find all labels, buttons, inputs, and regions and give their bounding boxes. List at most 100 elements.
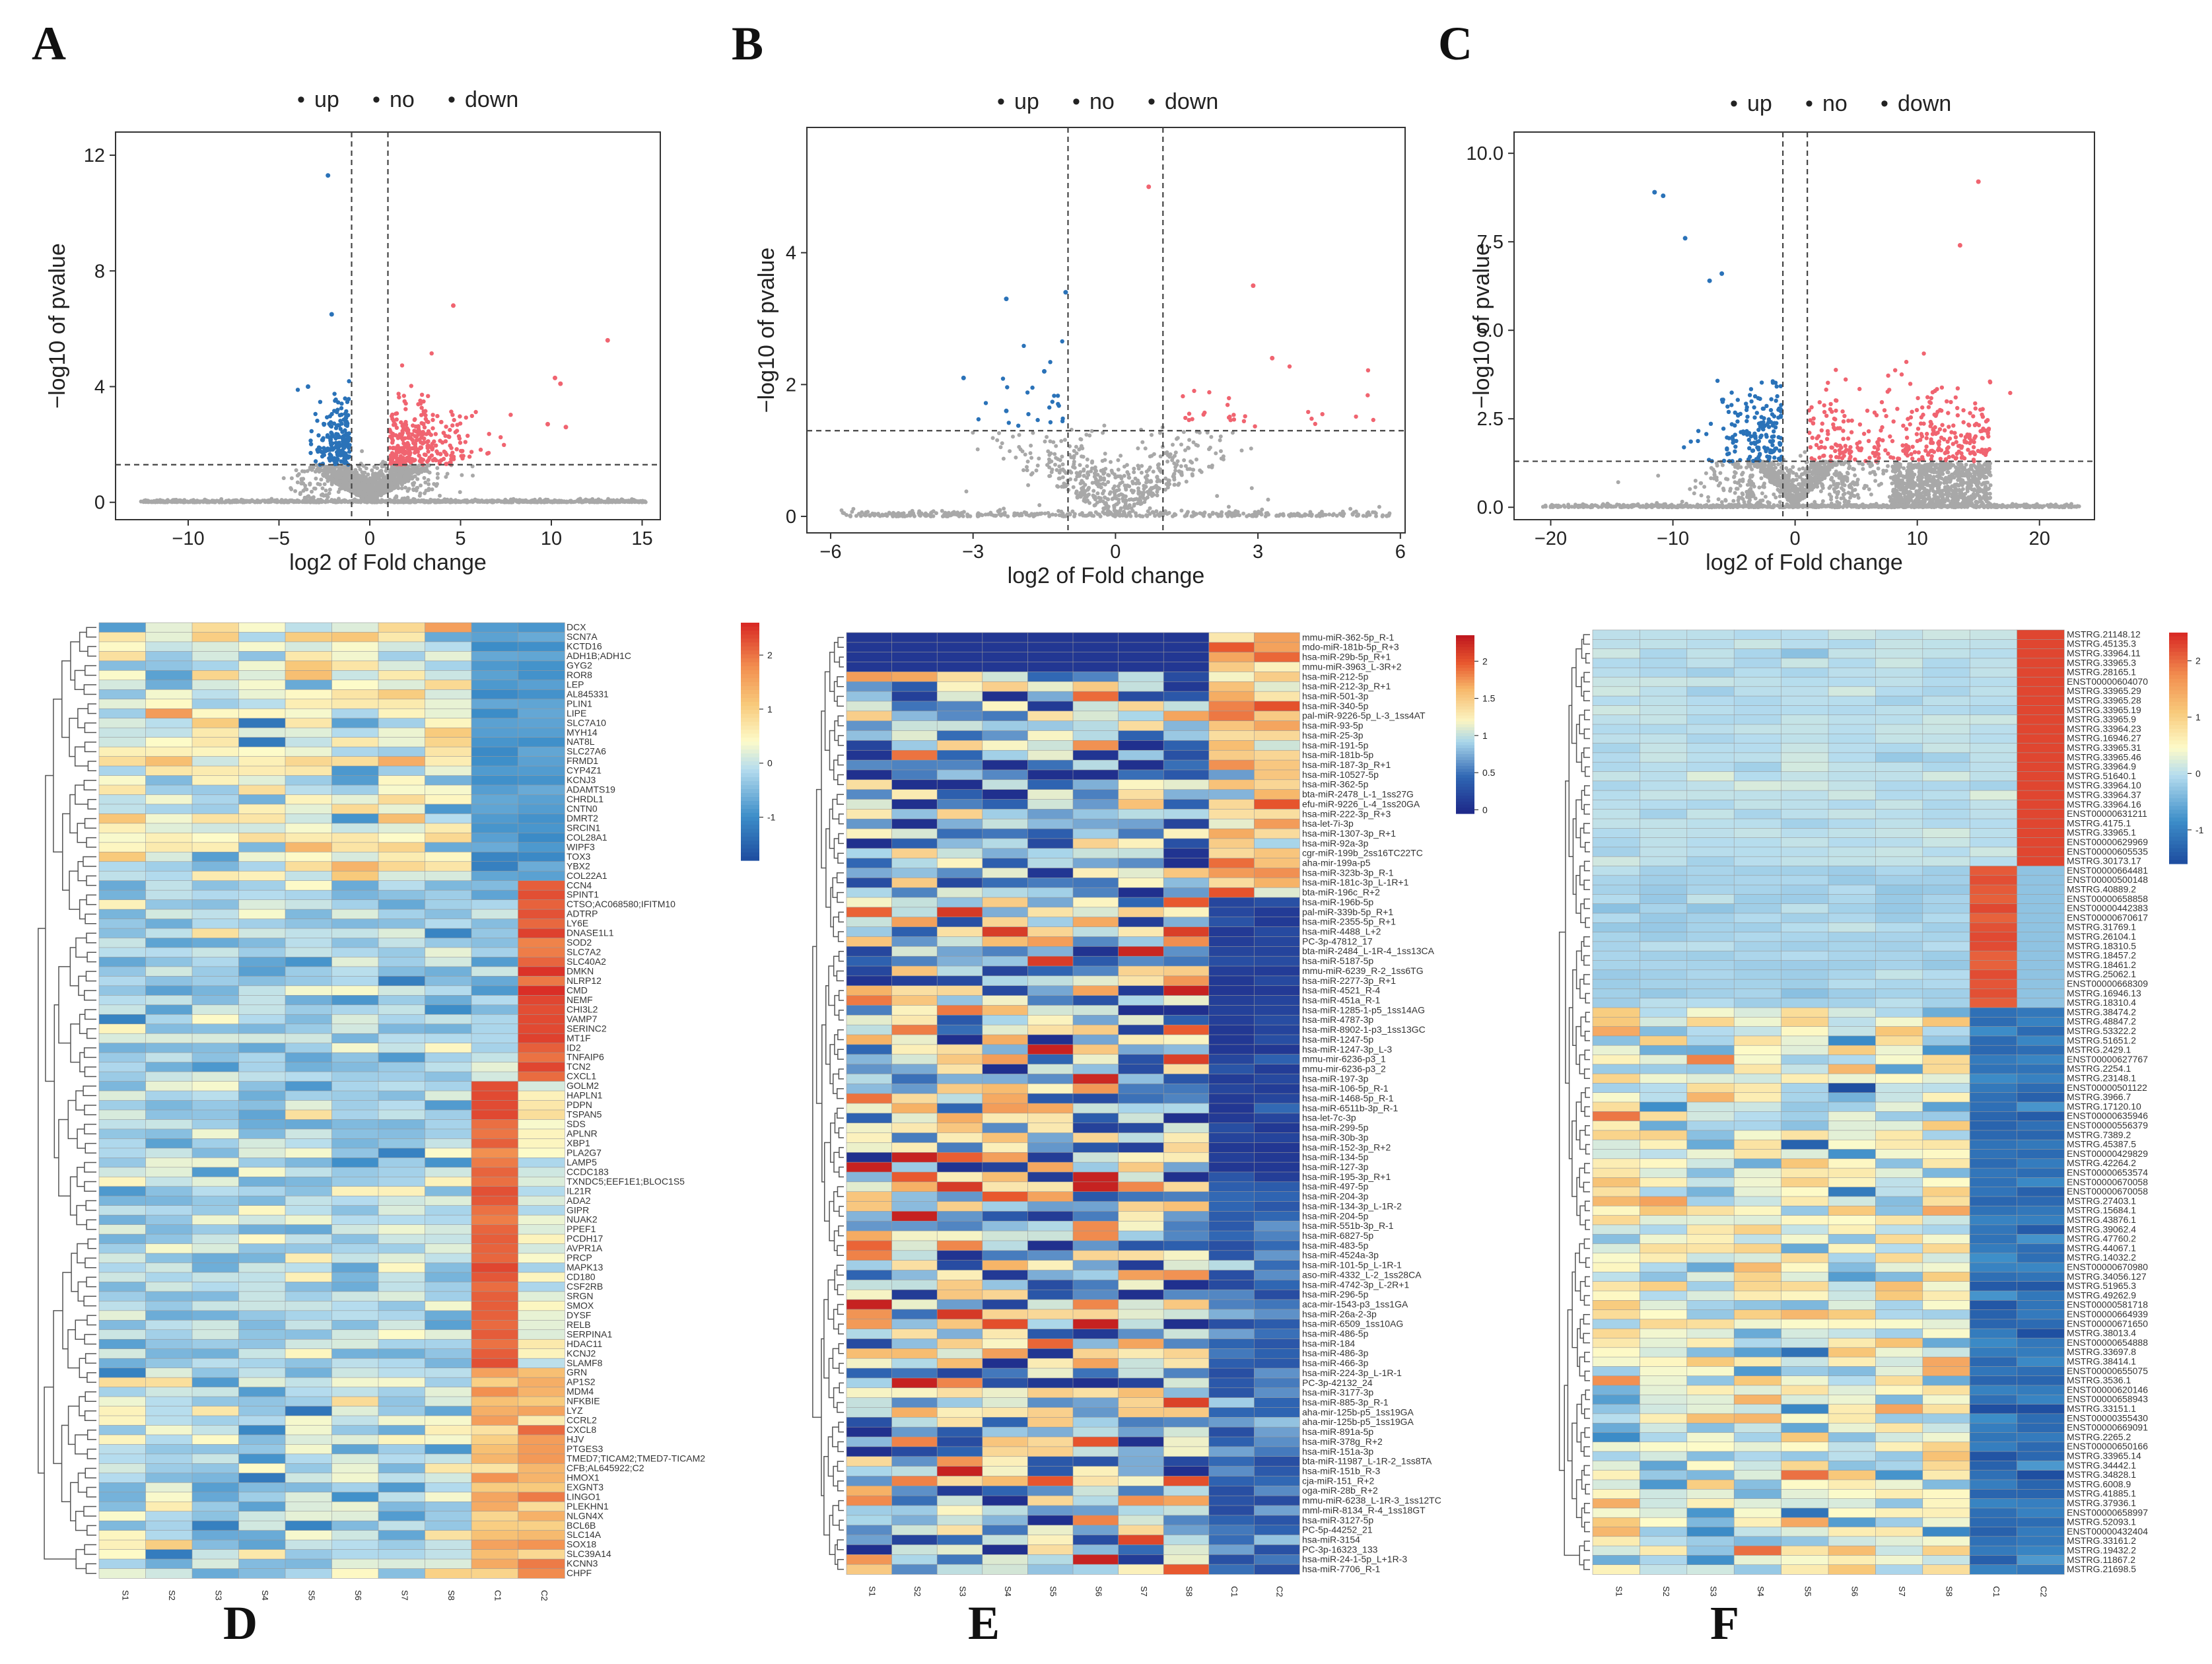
point-no <box>1113 514 1117 518</box>
point-no <box>394 481 399 485</box>
point-no <box>405 479 409 483</box>
point-no <box>1138 499 1143 503</box>
point-no <box>1106 497 1111 502</box>
point-up <box>486 450 491 456</box>
point-no <box>1374 514 1378 518</box>
point-down <box>1004 408 1009 413</box>
point-no <box>1035 464 1040 468</box>
point-up <box>419 459 423 464</box>
point-no <box>1104 503 1109 507</box>
point-up <box>425 444 430 448</box>
point-no <box>396 486 401 491</box>
y-tick-label: 4 <box>786 243 796 264</box>
panel-label-c: C <box>1438 17 1472 70</box>
point-up <box>416 427 421 432</box>
point-no <box>1718 471 1723 475</box>
point-no <box>295 473 300 478</box>
point-up <box>423 452 428 458</box>
point-no <box>508 497 513 502</box>
point-no <box>1144 485 1148 489</box>
point-down <box>316 445 322 450</box>
point-no <box>1886 464 1890 468</box>
point-up <box>425 459 430 464</box>
point-no <box>388 489 392 493</box>
point-no <box>901 511 906 516</box>
point-up <box>1227 414 1232 419</box>
point-no <box>340 483 345 488</box>
point-no <box>864 513 868 518</box>
point-no <box>1342 512 1346 516</box>
point-no <box>252 499 256 504</box>
point-no <box>1051 440 1056 444</box>
point-no <box>332 473 337 478</box>
point-no <box>951 510 956 514</box>
point-no <box>1719 500 1724 504</box>
point-up <box>394 417 399 422</box>
point-no <box>1058 458 1062 462</box>
point-no <box>378 469 382 474</box>
point-no <box>381 460 386 464</box>
point-no <box>419 483 423 488</box>
point-no <box>360 449 364 454</box>
point-no <box>427 488 431 493</box>
point-no <box>615 498 619 503</box>
point-down <box>1048 420 1053 425</box>
point-down <box>1042 368 1047 374</box>
point-no <box>871 512 875 517</box>
point-no <box>378 489 383 493</box>
point-no <box>393 496 397 501</box>
point-no <box>1109 460 1113 464</box>
point-no <box>306 499 311 504</box>
point-no <box>1123 483 1127 488</box>
point-no <box>1081 480 1086 485</box>
point-no <box>1025 460 1030 464</box>
point-no <box>1047 453 1052 457</box>
point-no <box>1056 508 1061 513</box>
point-no <box>322 482 327 487</box>
point-no <box>374 491 378 496</box>
point-no <box>992 513 996 518</box>
point-no <box>1029 456 1034 460</box>
point-down <box>337 413 342 417</box>
point-up <box>425 419 429 424</box>
point-no <box>465 500 469 504</box>
point-no <box>336 500 341 504</box>
point-no <box>537 499 541 503</box>
point-up <box>405 431 410 435</box>
point-no <box>413 497 417 502</box>
point-up <box>1181 394 1185 399</box>
legend-symbol-up: • <box>997 89 1005 114</box>
point-no <box>1074 477 1078 482</box>
point-up <box>403 407 408 411</box>
point-no <box>1173 465 1178 469</box>
point-no <box>1978 463 1982 468</box>
point-down <box>961 375 966 380</box>
point-down <box>345 399 350 404</box>
point-no <box>1132 503 1136 508</box>
point-up <box>1187 411 1192 416</box>
point-no <box>364 492 368 497</box>
point-down <box>1000 376 1006 381</box>
point-no <box>210 499 215 503</box>
y-tick-label: 0 <box>94 493 105 514</box>
panel-label-b: B <box>732 17 764 70</box>
point-no <box>525 500 530 504</box>
point-no <box>1002 506 1006 511</box>
point-no <box>1760 491 1764 496</box>
point-no <box>373 477 378 481</box>
point-no <box>1143 475 1148 479</box>
point-no <box>1155 493 1159 498</box>
point-no <box>233 499 238 503</box>
point-down <box>343 460 347 466</box>
point-no <box>1692 491 1696 496</box>
point-down <box>295 388 300 392</box>
point-no <box>1287 513 1291 518</box>
point-no <box>1221 457 1226 462</box>
point-down <box>325 415 329 420</box>
point-no <box>1008 449 1012 454</box>
point-down <box>326 173 331 178</box>
point-no <box>325 498 329 503</box>
point-up <box>405 446 411 451</box>
point-no <box>1176 483 1181 487</box>
point-up <box>473 409 478 415</box>
